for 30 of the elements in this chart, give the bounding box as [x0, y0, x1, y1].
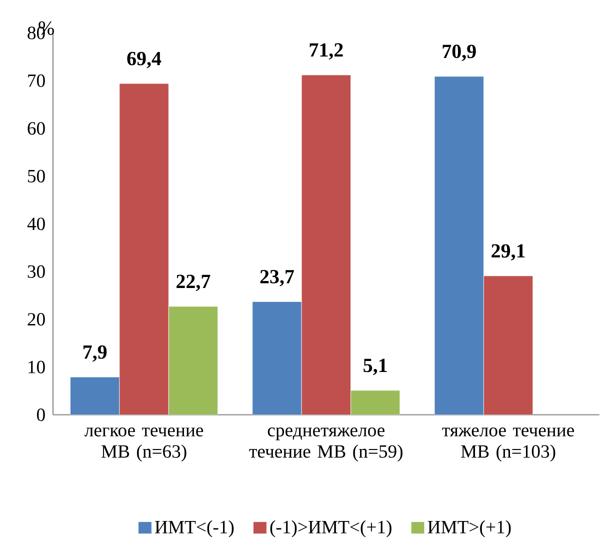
y-tick-label: 40	[27, 218, 45, 230]
data-label: 5,1	[364, 358, 387, 376]
x-tick-label: среднетяжелое течение МВ (n=59)	[249, 428, 402, 462]
bar	[434, 76, 484, 415]
bar	[350, 390, 400, 415]
x-tick-label: легкое течение МВ (n=63)	[84, 428, 204, 462]
y-tick-label: 10	[28, 360, 45, 374]
data-label: 7,9	[84, 346, 107, 362]
y-tick-label: 0	[36, 408, 45, 422]
bar	[483, 276, 534, 415]
legend-label: (-1)>ИМТ<(+1)	[270, 520, 392, 538]
bar	[119, 84, 169, 415]
bar	[301, 74, 351, 415]
y-tick-label: 20	[28, 313, 45, 326]
data-label: 23,7	[260, 270, 294, 286]
bar	[70, 377, 120, 415]
legend-label: ИМТ>(+1)	[428, 520, 511, 538]
y-tick-label: 30	[28, 265, 45, 278]
bar	[168, 306, 218, 415]
data-label: 69,4	[127, 52, 162, 68]
y-tick-label: 70	[28, 74, 45, 88]
data-label: 29,1	[492, 244, 525, 261]
data-label: 71,2	[310, 43, 343, 60]
y-tick-label: 50	[28, 170, 45, 183]
data-label: 22,7	[176, 274, 210, 292]
y-tick-label: 60	[28, 122, 45, 135]
bar	[252, 302, 302, 415]
data-label: 70,9	[442, 44, 476, 62]
legend-label: ИМТ<(-1)	[155, 520, 234, 538]
x-tick-label: тяжелое течение МВ (n=103)	[442, 428, 574, 462]
